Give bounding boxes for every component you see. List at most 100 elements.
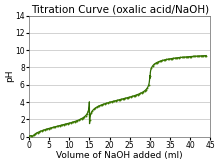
Point — [144, 88, 148, 91]
Point — [136, 93, 139, 96]
Point — [165, 58, 168, 61]
Point — [28, 134, 31, 137]
Point — [81, 116, 85, 119]
Point — [54, 125, 57, 128]
Point — [187, 55, 190, 58]
Point — [92, 108, 96, 111]
Point — [139, 92, 142, 95]
Point — [137, 93, 141, 95]
Point — [184, 56, 187, 58]
Point — [199, 55, 203, 57]
Point — [170, 57, 174, 60]
Title: Titration Curve (oxalic acid/NaOH): Titration Curve (oxalic acid/NaOH) — [31, 5, 209, 15]
Point — [116, 99, 119, 102]
Point — [78, 118, 82, 121]
Y-axis label: pH: pH — [5, 70, 14, 82]
Point — [128, 96, 131, 99]
Point — [61, 124, 64, 126]
Point — [173, 57, 176, 59]
Point — [76, 119, 79, 122]
Point — [99, 104, 103, 107]
Point — [39, 130, 42, 133]
Point — [69, 121, 72, 124]
Point — [51, 126, 55, 129]
Point — [180, 56, 183, 59]
Point — [114, 99, 117, 102]
Point — [126, 96, 130, 99]
Point — [189, 55, 193, 58]
Point — [44, 128, 48, 131]
Point — [148, 75, 152, 77]
Point — [110, 100, 114, 103]
Point — [169, 57, 172, 60]
Point — [70, 121, 74, 124]
Point — [119, 98, 123, 101]
Point — [152, 63, 156, 66]
Point — [166, 58, 170, 61]
Point — [122, 97, 126, 100]
Point — [48, 127, 52, 130]
Point — [43, 129, 46, 131]
Point — [154, 62, 157, 65]
Point — [156, 61, 160, 63]
Point — [50, 126, 53, 129]
Point — [59, 124, 63, 127]
Point — [62, 123, 66, 126]
Point — [52, 126, 56, 128]
Point — [133, 94, 137, 97]
Point — [40, 129, 44, 132]
Point — [188, 55, 192, 58]
Point — [143, 90, 146, 92]
Point — [104, 102, 108, 105]
Point — [147, 84, 150, 86]
Point — [82, 116, 86, 118]
Point — [118, 98, 122, 101]
Point — [198, 55, 201, 57]
Point — [150, 67, 153, 69]
Point — [29, 134, 33, 137]
Point — [141, 91, 145, 93]
Point — [159, 60, 163, 62]
Point — [100, 103, 104, 106]
Point — [183, 56, 186, 58]
Point — [181, 56, 185, 59]
Point — [33, 133, 37, 135]
Point — [111, 100, 115, 103]
Point — [74, 120, 78, 122]
Point — [80, 117, 83, 120]
Point — [67, 122, 71, 125]
Point — [63, 123, 67, 126]
Point — [102, 103, 105, 105]
Point — [36, 131, 39, 134]
Point — [162, 59, 165, 61]
Point — [96, 105, 100, 108]
Point — [204, 54, 208, 57]
Point — [155, 61, 159, 64]
Point — [89, 112, 93, 114]
Point — [125, 97, 128, 99]
Point — [73, 120, 76, 123]
Point — [132, 95, 135, 97]
Point — [85, 113, 89, 115]
Point — [163, 58, 167, 61]
Point — [65, 123, 68, 125]
Point — [194, 55, 197, 58]
Point — [177, 56, 181, 59]
Point — [178, 56, 182, 59]
Point — [87, 109, 90, 112]
Point — [108, 101, 112, 103]
Point — [172, 57, 175, 60]
Point — [58, 124, 61, 127]
Point — [203, 54, 207, 57]
Point — [57, 125, 60, 127]
Point — [55, 125, 59, 128]
Point — [103, 102, 106, 105]
Point — [121, 98, 124, 100]
Point — [158, 60, 161, 63]
Point — [88, 118, 92, 121]
Point — [196, 55, 200, 57]
Point — [95, 106, 98, 109]
Point — [113, 100, 116, 102]
Point — [117, 99, 120, 101]
Point — [140, 91, 144, 94]
